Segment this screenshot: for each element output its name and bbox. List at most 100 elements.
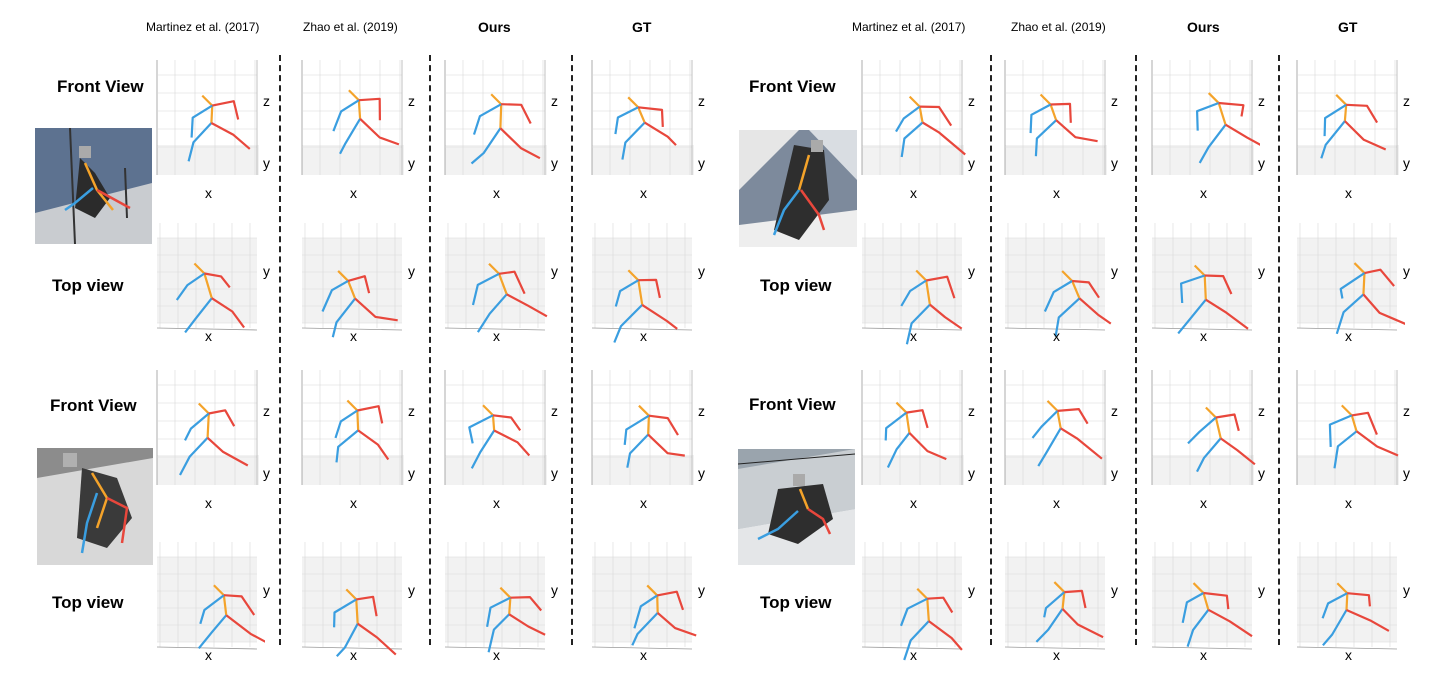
axis-label-x: x xyxy=(1053,647,1060,663)
left-arm xyxy=(212,100,240,120)
axis-label-x: x xyxy=(910,495,917,511)
axis-label-y: y xyxy=(698,155,705,171)
left-leg xyxy=(499,127,541,160)
axis-label-y: y xyxy=(1111,465,1118,481)
left-leg xyxy=(508,613,546,636)
left-leg xyxy=(211,297,245,329)
pose-plot-front-21: z y x xyxy=(1003,55,1133,205)
left-leg xyxy=(1205,298,1249,330)
axis-label-z: z xyxy=(1258,93,1265,109)
pose-plot-front-17: z y x xyxy=(860,55,990,205)
torso-segment xyxy=(1207,92,1227,126)
axis-label-z: z xyxy=(968,403,975,419)
axis-label-y: y xyxy=(1403,582,1410,598)
right-arm xyxy=(895,105,921,133)
left-arm xyxy=(1203,591,1230,610)
pose-svg xyxy=(591,223,693,343)
header-zhao-right: Zhao et al. (2019) xyxy=(1011,20,1106,34)
pose-svg xyxy=(861,542,963,661)
axis-label-z: z xyxy=(1111,403,1118,419)
separator-6 xyxy=(1278,55,1280,645)
axis-label-x: x xyxy=(640,185,647,201)
separator-2 xyxy=(429,55,431,645)
axis-label-x: x xyxy=(1200,647,1207,663)
separator-3 xyxy=(571,55,573,645)
right-arm xyxy=(1043,591,1066,618)
left-leg xyxy=(647,433,685,457)
axis-label-x: x xyxy=(350,185,357,201)
axis-label-z: z xyxy=(263,403,270,419)
axis-label-y: y xyxy=(1258,155,1265,171)
left-leg xyxy=(922,121,966,156)
pose-plot-front-19: z y x xyxy=(860,365,990,515)
row-label-top-1: Top view xyxy=(52,276,124,295)
pose-svg xyxy=(301,542,403,657)
axis-label-y: y xyxy=(1403,155,1410,171)
left-leg xyxy=(357,429,390,461)
right-leg xyxy=(184,297,213,334)
right-arm xyxy=(1029,103,1052,134)
axis-label-y: y xyxy=(1258,465,1265,481)
axis-label-x: x xyxy=(350,647,357,663)
axis-label-y: y xyxy=(1403,465,1410,481)
right-leg xyxy=(626,433,649,468)
right-leg xyxy=(905,303,931,345)
axis-label-z: z xyxy=(698,93,705,109)
right-arm xyxy=(884,411,908,441)
input-photo-4 xyxy=(738,449,855,565)
axis-label-x: x xyxy=(350,328,357,344)
pose-svg xyxy=(591,370,694,485)
row-label-top-3: Top view xyxy=(760,276,832,295)
axis-label-z: z xyxy=(408,93,415,109)
row-label-top-4: Top view xyxy=(760,593,832,612)
header-gt-right: GT xyxy=(1338,19,1358,35)
axis-label-x: x xyxy=(1345,328,1352,344)
right-arm xyxy=(333,598,357,628)
axis-label-y: y xyxy=(408,263,415,279)
axis-label-x: x xyxy=(1200,328,1207,344)
pose-plot-front-9: z y x xyxy=(443,55,573,205)
axis-label-x: x xyxy=(1345,495,1352,511)
axis-label-y: y xyxy=(408,582,415,598)
right-arm xyxy=(175,272,206,301)
axis-label-x: x xyxy=(910,185,917,201)
axis-label-x: x xyxy=(205,185,212,201)
left-leg xyxy=(225,614,269,644)
right-arm xyxy=(1321,592,1348,619)
axis-label-y: y xyxy=(1258,582,1265,598)
left-arm xyxy=(1346,103,1379,124)
left-arm xyxy=(648,414,679,436)
right-leg xyxy=(476,293,508,333)
axis-label-y: y xyxy=(968,465,975,481)
right-arm xyxy=(1181,592,1205,624)
right-arm xyxy=(468,414,494,444)
axis-label-x: x xyxy=(350,495,357,511)
pose-plot-front-7: z y x xyxy=(300,365,430,515)
pose-svg xyxy=(1151,60,1269,175)
left-arm xyxy=(358,97,381,121)
row-label-front-1: Front View xyxy=(57,77,144,96)
left-arm xyxy=(1364,268,1395,287)
header-ours-left: Ours xyxy=(478,19,511,35)
right-arm xyxy=(1180,274,1206,304)
left-leg xyxy=(1220,437,1256,466)
left-leg xyxy=(1344,120,1387,151)
input-photo-3 xyxy=(739,130,857,247)
right-leg xyxy=(1320,120,1346,159)
pose-svg xyxy=(301,60,404,175)
separator-5 xyxy=(1135,55,1137,645)
left-leg xyxy=(1060,427,1103,460)
row-label-front-2: Front View xyxy=(50,396,137,415)
pose-svg xyxy=(301,223,403,338)
axis-label-z: z xyxy=(551,93,558,109)
right-leg xyxy=(903,620,930,661)
axis-label-x: x xyxy=(1053,328,1060,344)
pose-svg xyxy=(861,60,966,175)
